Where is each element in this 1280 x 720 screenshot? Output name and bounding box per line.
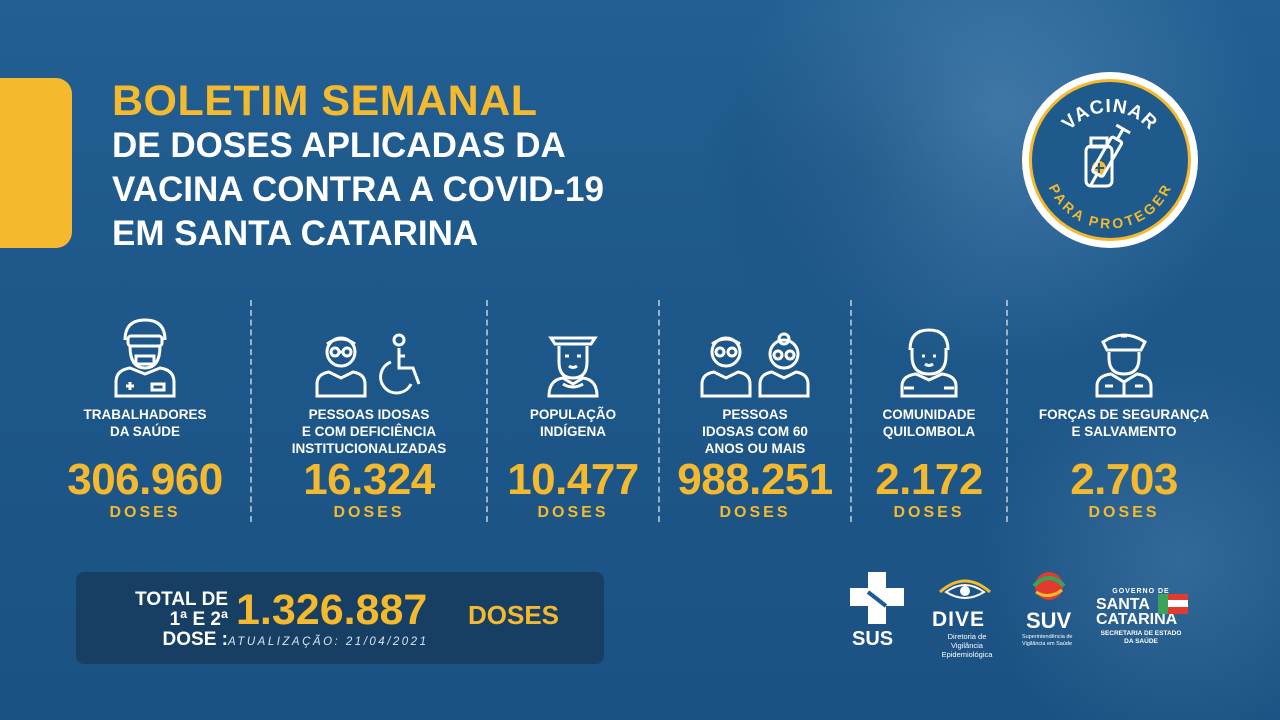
- stat-security-forces: FORÇAS DE SEGURANÇA E SALVAMENTO 2.703 D…: [1006, 300, 1240, 522]
- total-label-line-2: 1ª E 2ª DOSE :: [162, 609, 228, 650]
- stat-indigenous: POPULAÇÃO INDÍGENA 10.477 DOSES: [486, 300, 658, 522]
- stat-unit: DOSES: [893, 504, 965, 521]
- vaccinate-badge: VACINAR PARA PROTEGER: [1022, 72, 1198, 248]
- sc-government-logo: GOVERNO DE SANTA CATARINA SECRETARIA DE …: [1096, 570, 1192, 660]
- stat-label: PESSOAS IDOSAS COM 60 ANOS OU MAIS: [702, 407, 808, 456]
- stat-unit: DOSES: [109, 504, 181, 521]
- suv-subtitle: Superintendência de Vigilância em Saúde: [1022, 634, 1073, 647]
- page-title: BOLETIM SEMANAL: [112, 77, 538, 125]
- suv-text: SUV: [1026, 608, 1072, 633]
- suv-swirl-icon: [1032, 572, 1066, 600]
- update-date: ATUALIZAÇÃO: 21/04/2021: [228, 636, 429, 648]
- stat-label: FORÇAS DE SEGURANÇA E SALVAMENTO: [1038, 407, 1210, 439]
- sus-logo: SUS: [848, 570, 912, 660]
- stat-value: 2.703: [1070, 455, 1178, 504]
- stat-elderly-60: PESSOAS IDOSAS COM 60 ANOS OU MAIS 988.2…: [658, 300, 850, 522]
- sc-flag-icon: [1158, 594, 1188, 614]
- total-unit: DOSES: [468, 600, 560, 630]
- sc-name-line-1: SANTA: [1096, 596, 1150, 613]
- svg-text:VACINAR: VACINAR: [1058, 96, 1161, 135]
- subtitle-line-3: EM SANTA CATARINA: [112, 214, 479, 253]
- stat-label: COMUNIDADE QUILOMBOLA: [882, 407, 976, 439]
- stat-label: POPULAÇÃO INDÍGENA: [529, 407, 617, 439]
- stat-quilombola: COMUNIDADE QUILOMBOLA 2.172 DOSES: [850, 300, 1006, 522]
- stat-value: 2.172: [875, 455, 983, 504]
- quilombola-person-icon: [852, 312, 1006, 398]
- elderly-couple-icon: [660, 312, 850, 398]
- indigenous-person-icon: [488, 312, 658, 398]
- sc-name-line-2: CATARINA: [1096, 611, 1178, 628]
- stat-unit: DOSES: [333, 504, 405, 521]
- header: BOLETIM SEMANAL DE DOSES APLICADAS DA VA…: [112, 78, 604, 256]
- stat-label: PESSOAS IDOSAS E COM DEFICIÊNCIA INSTITU…: [291, 407, 447, 456]
- sc-secretaria: SECRETARIA DE ESTADO DA SAÚDE: [1100, 630, 1182, 645]
- sc-name: SANTA CATARINA: [1096, 596, 1186, 628]
- sc-gov-text: GOVERNO DE: [1112, 588, 1170, 595]
- subtitle-line-1: DE DOSES APLICADAS DA: [112, 126, 566, 165]
- eye-icon: [939, 579, 991, 599]
- total-value: 1.326.887: [236, 586, 428, 634]
- health-worker-icon: [40, 312, 250, 398]
- stat-unit: DOSES: [537, 504, 609, 521]
- stat-label: TRABALHADORES DA SAÚDE: [83, 407, 207, 439]
- stat-value: 306.960: [67, 455, 223, 504]
- stat-elderly-disabled: PESSOAS IDOSAS E COM DEFICIÊNCIA INSTITU…: [250, 300, 486, 522]
- syringe-icon: [1088, 123, 1131, 187]
- subtitle-line-2: VACINA CONTRA A COVID-19: [112, 170, 604, 209]
- stat-unit: DOSES: [719, 504, 791, 521]
- svg-text:PARA PROTEGER: PARA PROTEGER: [1046, 181, 1175, 231]
- stat-value: 988.251: [677, 455, 833, 504]
- stat-health-workers: TRABALHADORES DA SAÚDE 306.960 DOSES: [40, 300, 250, 522]
- security-officer-icon: [1008, 312, 1240, 398]
- suv-logo: SUV Superintendência de Vigilância em Sa…: [1022, 570, 1080, 660]
- elderly-wheelchair-icon: [252, 312, 486, 398]
- badge-top-text: VACINAR: [1058, 96, 1160, 135]
- stat-unit: DOSES: [1088, 504, 1160, 521]
- stat-value: 10.477: [507, 455, 639, 504]
- stats-row: TRABALHADORES DA SAÚDE 306.960 DOSES PES…: [40, 300, 1240, 522]
- sus-text: SUS: [852, 628, 894, 650]
- total-label-line-1: TOTAL DE: [135, 589, 228, 610]
- accent-bar: [0, 78, 72, 248]
- dive-text: DIVE: [932, 608, 986, 631]
- total-box: TOTAL DE 1ª E 2ª DOSE : 1.326.887 DOSES …: [76, 572, 604, 664]
- stat-value: 16.324: [303, 455, 435, 504]
- dive-subtitle: Diretoria de Vigilância Epidemiológica: [941, 632, 993, 659]
- dive-logo: DIVE Diretoria de Vigilância Epidemiológ…: [932, 570, 1002, 660]
- badge-bottom-text: PARA PROTEGER: [1046, 181, 1174, 231]
- total-label: TOTAL DE 1ª E 2ª DOSE :: [112, 590, 228, 650]
- sus-cross-icon: [850, 572, 904, 624]
